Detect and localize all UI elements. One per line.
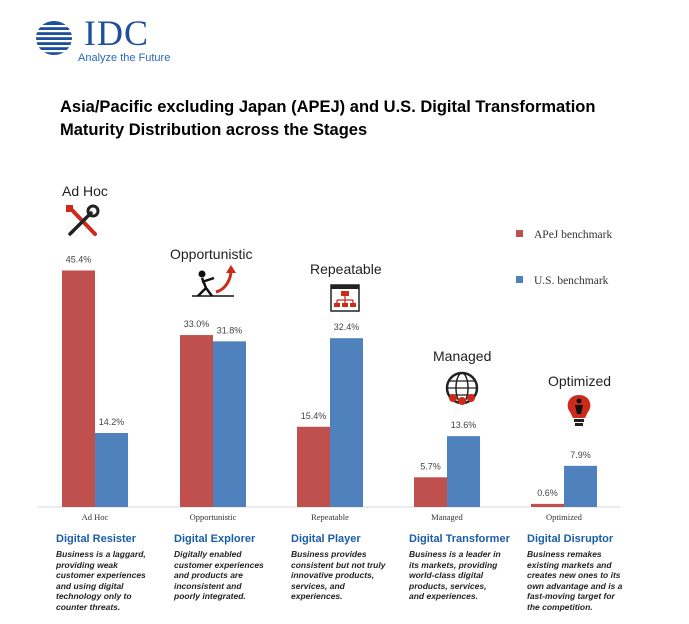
stage-header-1: Ad Hoc — [62, 183, 108, 199]
logo-text: IDC — [84, 13, 149, 53]
stage-description-5: Digital Disruptor Business remakes existin… — [527, 533, 649, 612]
stage-description-title: Digital Resister — [56, 533, 137, 545]
value-label-us-3: 32.4% — [334, 322, 360, 332]
bar-us-3 — [330, 338, 363, 507]
stage-description-title: Digital Transformer — [409, 533, 510, 545]
value-label-us-2: 31.8% — [217, 325, 243, 335]
stage-header-4: Managed — [433, 348, 491, 364]
description-line: customer experiences — [56, 570, 146, 580]
flowchart-icon — [330, 284, 360, 312]
tools-icon — [66, 204, 100, 236]
legend: APeJ benchmark U.S. benchmark — [516, 229, 612, 287]
value-label-us-4: 13.6% — [451, 420, 477, 430]
category-label-1: Ad Hoc — [82, 512, 109, 522]
stage-description-text: Digitally enabled customer experiences and… — [174, 549, 296, 602]
chart-title: Asia/Pacific excluding Japan (APEJ) and … — [60, 96, 670, 142]
value-label-apej-5: 0.6% — [537, 488, 558, 498]
stage-description-text: Business is a laggard, providing weak cust… — [56, 549, 178, 612]
category-label-2: Opportunistic — [190, 512, 237, 522]
bar-apej-5 — [531, 503, 564, 507]
stage-description-text: Business provides consistent but not trul… — [291, 549, 413, 602]
description-line: creates new ones to its — [527, 570, 621, 580]
climber-icon — [192, 265, 236, 297]
description-line: own advantage and is a — [527, 580, 623, 591]
description-line: and products are — [174, 570, 243, 580]
stage-header-3: Repeatable — [310, 261, 382, 277]
description-line: and using digital — [56, 580, 124, 591]
value-label-us-5: 7.9% — [570, 450, 591, 460]
stage-description-title: Digital Explorer — [174, 533, 256, 545]
description-line: the competition. — [527, 601, 593, 612]
bar-apej-1 — [62, 270, 95, 507]
legend-label-apej: APeJ benchmark — [534, 229, 612, 241]
description-line: Digitally enabled — [174, 549, 242, 559]
description-line: Business is a leader in — [409, 549, 501, 559]
category-label-4: Managed — [431, 512, 463, 522]
chart-title-line-2: Maturity Distribution across the Stages — [60, 121, 368, 139]
category-label-5: Optimized — [546, 512, 583, 522]
stage-description-3: Digital Player Business provides consisten… — [291, 533, 413, 602]
stage-description-4: Digital Transformer Business is a leader … — [409, 533, 531, 602]
description-line: its markets, providing — [409, 559, 498, 570]
stage-description-1: Digital Resister Business is a laggard, pr… — [56, 533, 178, 612]
bar-apej-4 — [414, 477, 447, 507]
bar-us-2 — [213, 341, 246, 507]
value-label-apej-3: 15.4% — [301, 411, 327, 421]
network-globe-icon — [445, 371, 479, 405]
legend-swatch-apej — [516, 230, 523, 237]
description-line: inconsistent and — [174, 580, 242, 591]
value-label-apej-4: 5.7% — [420, 461, 441, 471]
stage-header-5: Optimized — [548, 373, 611, 389]
legend-label-us: U.S. benchmark — [534, 275, 609, 287]
description-line: experiences. — [291, 591, 343, 601]
stage-description-title: Digital Disruptor — [527, 533, 614, 545]
description-line: Business remakes — [527, 549, 602, 559]
bar-us-5 — [564, 465, 597, 507]
description-line: fast-moving target for — [527, 591, 615, 601]
description-line: products, services, — [409, 580, 487, 591]
description-line: services, and — [291, 580, 345, 591]
value-label-apej-2: 33.0% — [184, 319, 210, 329]
bar-us-4 — [447, 436, 480, 507]
legend-swatch-us — [516, 276, 523, 283]
value-label-apej-1: 45.4% — [66, 254, 92, 264]
lightbulb-person-icon — [567, 395, 591, 426]
description-line: Business provides — [291, 549, 367, 559]
globe-icon — [30, 21, 78, 55]
bar-us-1 — [95, 433, 128, 507]
stage-description-2: Digital Explorer Digitally enabled custome… — [174, 533, 296, 602]
logo-tagline: Analyze the Future — [78, 52, 171, 64]
bar-apej-3 — [297, 426, 330, 507]
description-line: consistent but not truly — [291, 559, 386, 570]
stage-description-text: Business remakes existing markets and crea… — [527, 549, 649, 612]
description-line: innovative products, — [291, 570, 375, 580]
description-line: world-class digital — [409, 570, 484, 580]
description-line: poorly integrated. — [174, 591, 246, 601]
description-line: existing markets and — [527, 559, 612, 570]
stage-description-text: Business is a leader in its markets, prov… — [409, 549, 531, 602]
description-line: and experiences. — [409, 591, 478, 601]
description-line: customer experiences — [174, 559, 264, 570]
description-line: counter threats. — [56, 601, 121, 612]
bar-apej-2 — [180, 335, 213, 507]
stage-header-2: Opportunistic — [170, 246, 252, 262]
category-label-3: Repeatable — [311, 512, 349, 522]
stage-description-title: Digital Player — [291, 533, 361, 545]
description-line: Business is a laggard, — [56, 549, 146, 559]
value-label-us-1: 14.2% — [99, 417, 125, 427]
idc-logo: IDC Analyze the Future — [24, 12, 174, 64]
description-line: technology only to — [56, 591, 132, 601]
description-line: providing weak — [56, 559, 118, 570]
chart-title-line-1: Asia/Pacific excluding Japan (APEJ) and … — [60, 98, 596, 116]
